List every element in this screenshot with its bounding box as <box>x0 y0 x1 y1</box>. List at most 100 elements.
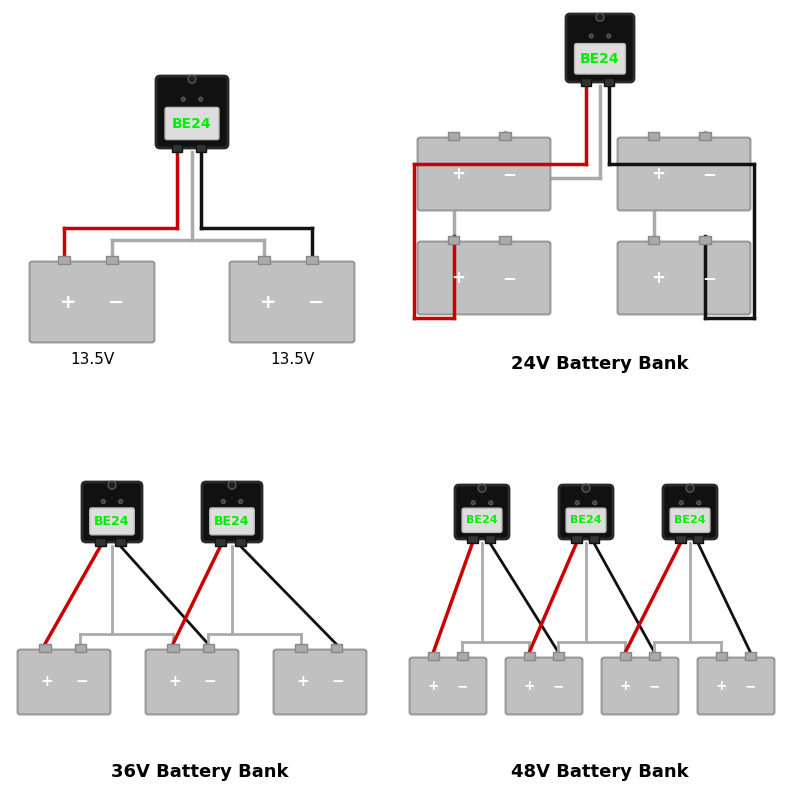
Bar <box>196 144 206 152</box>
Text: BE24: BE24 <box>214 515 250 528</box>
Bar <box>215 538 226 546</box>
Bar <box>258 256 270 264</box>
FancyBboxPatch shape <box>90 508 134 534</box>
Text: −: − <box>75 674 88 690</box>
FancyBboxPatch shape <box>602 658 678 714</box>
Circle shape <box>679 501 683 505</box>
Bar <box>171 144 182 152</box>
Bar <box>589 535 599 543</box>
Bar <box>485 535 495 543</box>
FancyBboxPatch shape <box>410 658 486 714</box>
Bar <box>649 652 660 660</box>
Text: +: + <box>524 679 535 693</box>
Bar <box>524 652 535 660</box>
Circle shape <box>593 501 597 505</box>
Bar <box>295 644 306 652</box>
Bar <box>235 538 246 546</box>
Text: −: − <box>457 679 468 693</box>
Bar <box>604 78 614 86</box>
FancyBboxPatch shape <box>230 262 354 342</box>
Bar <box>571 535 582 543</box>
Text: +: + <box>60 293 76 311</box>
FancyBboxPatch shape <box>418 242 550 314</box>
FancyBboxPatch shape <box>574 43 626 74</box>
Bar <box>699 132 710 140</box>
Text: +: + <box>296 674 309 690</box>
Circle shape <box>221 499 226 504</box>
Circle shape <box>118 499 123 504</box>
Circle shape <box>101 499 106 504</box>
Circle shape <box>596 14 604 22</box>
Text: +: + <box>451 165 466 183</box>
Bar <box>306 256 318 264</box>
FancyBboxPatch shape <box>18 650 110 714</box>
Text: −: − <box>108 293 124 311</box>
Text: BE24: BE24 <box>94 515 130 528</box>
Circle shape <box>228 481 236 489</box>
FancyBboxPatch shape <box>418 138 550 210</box>
Text: BE24: BE24 <box>570 515 602 526</box>
Bar <box>699 236 710 244</box>
Text: BE24: BE24 <box>466 515 498 526</box>
Text: −: − <box>702 165 717 183</box>
Text: −: − <box>745 679 756 693</box>
FancyBboxPatch shape <box>146 650 238 714</box>
Text: +: + <box>260 293 276 311</box>
Circle shape <box>198 97 203 102</box>
Text: 48V Battery Bank: 48V Battery Bank <box>511 763 689 781</box>
Circle shape <box>471 501 475 505</box>
Text: +: + <box>716 679 727 693</box>
FancyBboxPatch shape <box>618 138 750 210</box>
FancyBboxPatch shape <box>30 262 154 342</box>
FancyBboxPatch shape <box>566 508 606 533</box>
Bar <box>675 535 686 543</box>
Bar <box>39 644 50 652</box>
Text: 13.5V: 13.5V <box>70 353 114 367</box>
Circle shape <box>188 75 196 83</box>
Bar <box>648 236 659 244</box>
Text: −: − <box>502 269 517 287</box>
Bar <box>467 535 478 543</box>
FancyBboxPatch shape <box>618 242 750 314</box>
Text: −: − <box>702 269 717 287</box>
Text: −: − <box>308 293 324 311</box>
FancyBboxPatch shape <box>274 650 366 714</box>
Text: −: − <box>649 679 660 693</box>
Bar <box>95 538 106 546</box>
Circle shape <box>489 501 493 505</box>
Circle shape <box>589 34 594 38</box>
FancyBboxPatch shape <box>455 485 509 539</box>
Text: −: − <box>553 679 564 693</box>
Text: BE24: BE24 <box>580 52 620 66</box>
Bar <box>745 652 756 660</box>
FancyBboxPatch shape <box>670 508 710 533</box>
Text: +: + <box>40 674 53 690</box>
FancyBboxPatch shape <box>210 508 254 534</box>
Bar <box>448 236 459 244</box>
FancyBboxPatch shape <box>559 485 613 539</box>
Circle shape <box>478 484 486 492</box>
Circle shape <box>606 34 611 38</box>
Text: +: + <box>620 679 631 693</box>
Bar <box>457 652 468 660</box>
Bar <box>693 535 703 543</box>
Bar <box>58 256 70 264</box>
Bar <box>74 644 86 652</box>
FancyBboxPatch shape <box>663 485 717 539</box>
Text: +: + <box>451 269 466 287</box>
Bar <box>553 652 564 660</box>
Bar <box>499 236 510 244</box>
Text: 13.5V: 13.5V <box>270 353 314 367</box>
Bar <box>581 78 591 86</box>
FancyBboxPatch shape <box>202 482 262 542</box>
Circle shape <box>238 499 243 504</box>
Text: −: − <box>203 674 216 690</box>
Text: 36V Battery Bank: 36V Battery Bank <box>111 763 289 781</box>
FancyBboxPatch shape <box>506 658 582 714</box>
Circle shape <box>575 501 579 505</box>
Bar <box>167 644 178 652</box>
Text: +: + <box>168 674 181 690</box>
FancyBboxPatch shape <box>156 76 228 148</box>
FancyBboxPatch shape <box>566 14 634 82</box>
Bar <box>330 644 342 652</box>
